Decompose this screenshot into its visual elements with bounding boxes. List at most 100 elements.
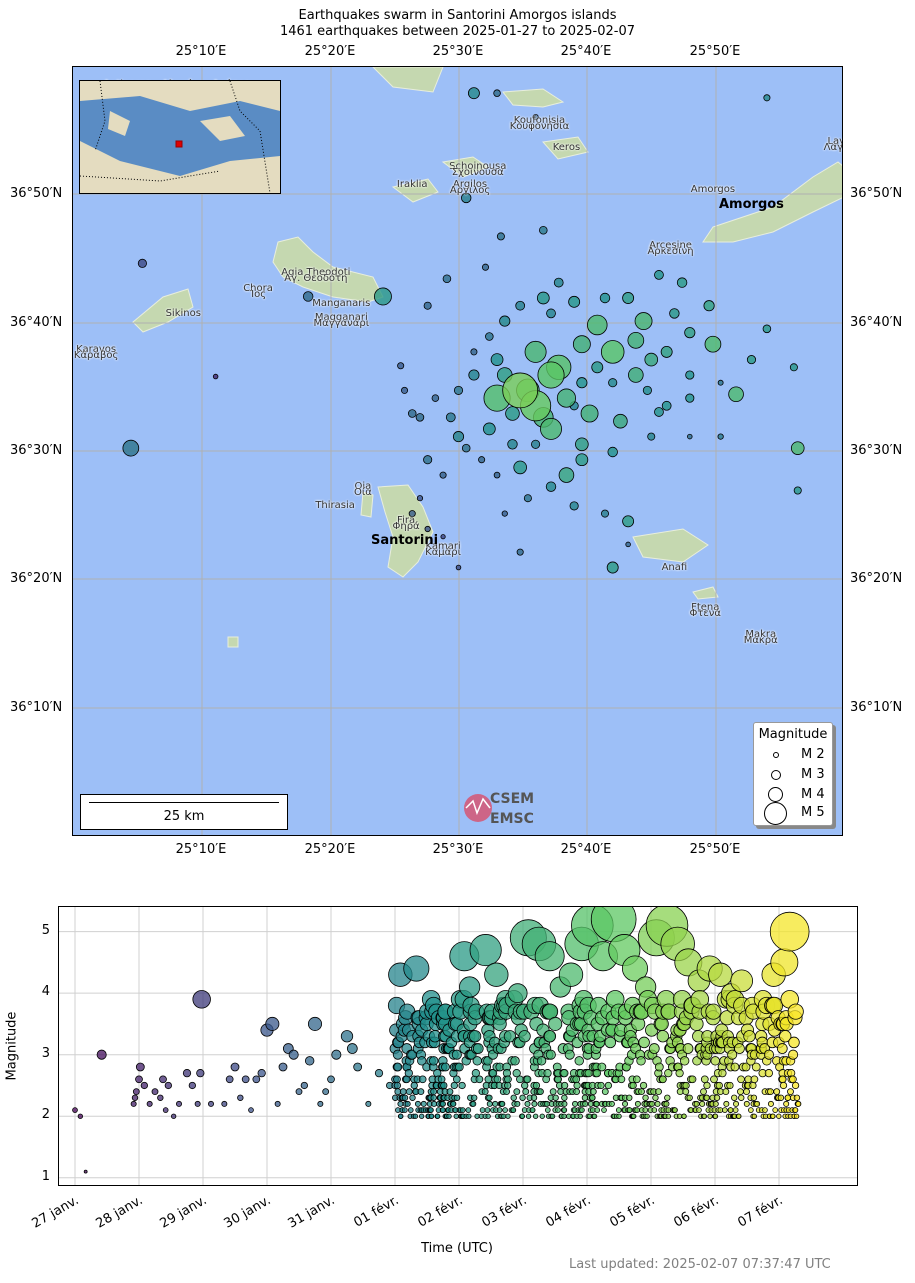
chart-quake-marker[interactable] xyxy=(440,1107,446,1113)
chart-quake-marker[interactable] xyxy=(561,1113,567,1119)
map-quake-marker[interactable] xyxy=(606,561,619,574)
map-quake-marker[interactable] xyxy=(478,456,486,464)
chart-quake-marker[interactable] xyxy=(543,1100,550,1107)
chart-quake-marker[interactable] xyxy=(503,1030,517,1043)
chart-quake-marker[interactable] xyxy=(402,1107,408,1113)
map-quake-marker[interactable] xyxy=(660,345,673,358)
map-quake-marker[interactable] xyxy=(453,385,464,395)
chart-quake-marker[interactable] xyxy=(764,1069,773,1078)
map-quake-marker[interactable] xyxy=(661,400,672,411)
chart-quake-marker[interactable] xyxy=(743,1100,750,1107)
chart-quake-marker[interactable] xyxy=(749,1081,757,1090)
chart-quake-marker[interactable] xyxy=(701,1113,708,1119)
chart-quake-marker[interactable] xyxy=(446,1088,454,1096)
chart-quake-marker[interactable] xyxy=(492,1100,499,1107)
chart-quake-marker[interactable] xyxy=(681,1113,687,1119)
map-quake-marker[interactable] xyxy=(485,332,494,341)
chart-quake-marker[interactable] xyxy=(525,1113,532,1119)
chart-quake-marker[interactable] xyxy=(738,1094,745,1101)
map-quake-marker[interactable] xyxy=(455,564,462,571)
chart-quake-marker[interactable] xyxy=(675,1069,684,1078)
chart-quake-marker[interactable] xyxy=(732,1107,739,1113)
map-quake-marker[interactable] xyxy=(496,232,505,241)
chart-quake-marker[interactable] xyxy=(484,1107,491,1113)
chart-quake-marker[interactable] xyxy=(552,1094,559,1101)
map-quake-marker[interactable] xyxy=(634,312,653,331)
chart-quake-marker[interactable] xyxy=(767,1088,774,1096)
chart-quake-marker[interactable] xyxy=(171,1113,177,1119)
map-quake-marker[interactable] xyxy=(654,270,664,280)
chart-quake-marker[interactable] xyxy=(548,1016,563,1031)
map-quake-marker[interactable] xyxy=(600,340,625,364)
chart-quake-marker[interactable] xyxy=(762,1107,768,1113)
chart-quake-marker[interactable] xyxy=(450,1100,457,1107)
chart-quake-marker[interactable] xyxy=(561,1100,568,1107)
map-quake-marker[interactable] xyxy=(212,373,219,380)
map-quake-marker[interactable] xyxy=(728,386,744,403)
chart-quake-marker[interactable] xyxy=(135,1075,143,1084)
chart-quake-marker[interactable] xyxy=(257,1069,266,1078)
chart-quake-marker[interactable] xyxy=(519,1113,525,1119)
chart-quake-marker[interactable] xyxy=(346,1043,358,1054)
map-quake-marker[interactable] xyxy=(789,363,798,372)
chart-quake-marker[interactable] xyxy=(392,1049,403,1060)
map-quake-marker[interactable] xyxy=(531,439,541,449)
chart-quake-marker[interactable] xyxy=(713,1094,721,1101)
chart-quake-marker[interactable] xyxy=(597,1081,605,1090)
chart-quake-marker[interactable] xyxy=(399,1088,407,1096)
map-quake-marker[interactable] xyxy=(481,263,490,271)
chart-quake-marker[interactable] xyxy=(470,1100,477,1107)
chart-quake-marker[interactable] xyxy=(485,1113,491,1119)
map-quake-marker[interactable] xyxy=(415,413,425,422)
map-quake-marker[interactable] xyxy=(613,413,628,429)
chart-quake-marker[interactable] xyxy=(475,1075,484,1084)
chart-quake-marker[interactable] xyxy=(573,1081,581,1090)
chart-quake-marker[interactable] xyxy=(751,1113,757,1119)
chart-quake-marker[interactable] xyxy=(410,1081,418,1090)
chart-quake-marker[interactable] xyxy=(664,1094,671,1101)
chart-quake-marker[interactable] xyxy=(469,934,502,967)
map-quake-marker[interactable] xyxy=(374,287,392,306)
chart-quake-marker[interactable] xyxy=(524,1100,531,1107)
map-quake-marker[interactable] xyxy=(493,471,501,479)
map-quake-marker[interactable] xyxy=(461,192,472,204)
chart-quake-marker[interactable] xyxy=(459,976,481,998)
chart-quake-marker[interactable] xyxy=(639,1081,648,1090)
map-quake-marker[interactable] xyxy=(499,315,511,327)
chart-quake-marker[interactable] xyxy=(700,1088,707,1096)
map-quake-marker[interactable] xyxy=(684,327,696,339)
chart-quake-marker[interactable] xyxy=(676,1113,683,1119)
chart-quake-marker[interactable] xyxy=(192,990,211,1009)
chart-quake-marker[interactable] xyxy=(776,1113,782,1119)
chart-quake-marker[interactable] xyxy=(157,1094,164,1101)
chart-quake-marker[interactable] xyxy=(465,1107,472,1113)
map-quake-marker[interactable] xyxy=(537,361,565,389)
chart-quake-marker[interactable] xyxy=(710,1056,720,1066)
chart-quake-marker[interactable] xyxy=(784,1094,792,1101)
chart-quake-marker[interactable] xyxy=(196,1069,205,1078)
chart-quake-marker[interactable] xyxy=(741,1062,751,1072)
chart-quake-marker[interactable] xyxy=(616,1113,622,1119)
chart-quake-marker[interactable] xyxy=(466,1113,472,1119)
map-quake-marker[interactable] xyxy=(501,510,508,517)
chart-quake-marker[interactable] xyxy=(690,990,710,1009)
chart-quake-marker[interactable] xyxy=(730,969,754,993)
chart-quake-marker[interactable] xyxy=(793,1094,801,1101)
map-quake-marker[interactable] xyxy=(591,361,604,374)
chart-quake-marker[interactable] xyxy=(792,1107,799,1113)
chart-quake-marker[interactable] xyxy=(622,1100,629,1107)
chart-quake-marker[interactable] xyxy=(439,1100,446,1107)
chart-quake-marker[interactable] xyxy=(502,1107,508,1113)
map-quake-marker[interactable] xyxy=(452,431,465,443)
map-quake-marker[interactable] xyxy=(622,515,635,528)
chart-quake-marker[interactable] xyxy=(652,1094,659,1101)
chart-quake-marker[interactable] xyxy=(207,1100,215,1107)
map-quake-marker[interactable] xyxy=(440,534,446,540)
chart-quake-marker[interactable] xyxy=(499,1100,506,1107)
map-quake-marker[interactable] xyxy=(685,370,695,380)
chart-quake-marker[interactable] xyxy=(686,1094,693,1101)
chart-quake-marker[interactable] xyxy=(560,1069,569,1078)
chart-quake-marker[interactable] xyxy=(654,1062,664,1072)
chart-quake-marker[interactable] xyxy=(295,1088,303,1096)
chart-quake-marker[interactable] xyxy=(265,1016,280,1031)
